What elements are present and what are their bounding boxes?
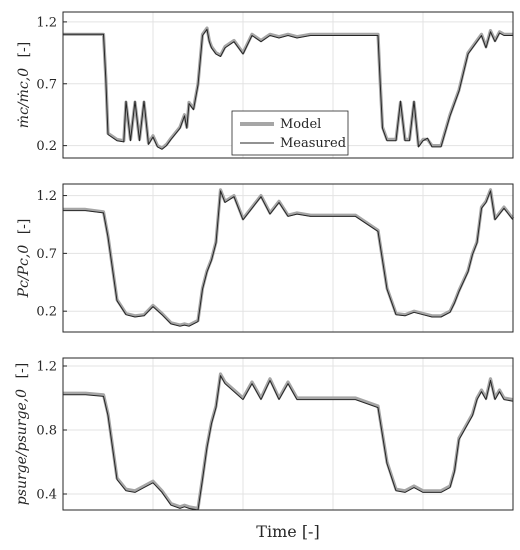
ytick-label-power-2: 1.2 bbox=[36, 189, 57, 204]
ylabel-surge-pressure: psurge/psurge,0 [-] bbox=[14, 363, 30, 505]
ylabel-mass-flow: ṁc/ṁc,0 [-] bbox=[16, 42, 32, 128]
series-line-mass-flow-measured bbox=[63, 28, 513, 150]
panel-power: 0.2 0.7 1.2 Pc/Pc,0 [-] bbox=[16, 183, 515, 333]
ytick-label-power-1: 0.7 bbox=[36, 247, 57, 262]
ylabel-surge-pressure-main: psurge/psurge,0 bbox=[14, 389, 30, 505]
axes-frame-surge-pressure bbox=[62, 357, 514, 511]
grid-surge-pressure bbox=[63, 358, 513, 510]
ytick-label-mass-flow-1: 0.7 bbox=[36, 77, 57, 92]
series-lines-mass-flow bbox=[63, 26, 513, 150]
ylabel-power-unit: [-] bbox=[16, 219, 32, 235]
ytick-label-surge-pressure-1: 0.8 bbox=[36, 424, 57, 439]
ylabel-mass-flow-unit: [-] bbox=[16, 42, 32, 58]
legend: Model Measured bbox=[231, 110, 349, 156]
ylabel-mass-flow-main: ṁc/ṁc,0 bbox=[16, 68, 32, 128]
ytick-label-mass-flow-2: 1.2 bbox=[36, 15, 57, 30]
grid-power bbox=[63, 184, 513, 332]
ytick-label-surge-pressure-2: 1.2 bbox=[36, 360, 57, 375]
ytick-label-power-0: 0.2 bbox=[36, 305, 57, 320]
series-lines-surge-pressure bbox=[63, 372, 514, 511]
ytick-label-mass-flow-0: 0.2 bbox=[36, 139, 57, 154]
ytick-labels-power: 0.2 0.7 1.2 bbox=[36, 189, 67, 320]
plot-area-power bbox=[63, 184, 513, 332]
series-line-surge-pressure-model bbox=[63, 372, 514, 510]
legend-label-model: Model bbox=[280, 117, 321, 132]
legend-label-measured: Measured bbox=[280, 136, 346, 151]
ylabel-power-main: Pc/Pc,0 bbox=[16, 245, 32, 299]
panel-surge-pressure: 0.4 0.8 1.2 psurge/psurge,0 [-] bbox=[14, 357, 514, 511]
series-line-power-measured bbox=[63, 190, 514, 327]
ylabel-power: Pc/Pc,0 [-] bbox=[16, 219, 32, 299]
ytick-label-surge-pressure-0: 0.4 bbox=[36, 488, 57, 503]
ytick-labels-surge-pressure: 0.4 0.8 1.2 bbox=[36, 360, 67, 503]
xlabel: Time [-] bbox=[256, 522, 319, 541]
ylabel-surge-pressure-unit: [-] bbox=[14, 363, 30, 379]
legend-box bbox=[231, 110, 349, 156]
axes-frame-mass-flow bbox=[62, 11, 514, 159]
panel-mass-flow: 0.2 0.7 1.2 ṁc/ṁc,0 [-] Model Measured bbox=[16, 11, 514, 159]
series-lines-power bbox=[63, 188, 515, 327]
ytick-labels-mass-flow: 0.2 0.7 1.2 bbox=[36, 15, 67, 154]
series-line-surge-pressure-measured bbox=[63, 375, 514, 511]
axes-frame-power bbox=[62, 183, 514, 333]
